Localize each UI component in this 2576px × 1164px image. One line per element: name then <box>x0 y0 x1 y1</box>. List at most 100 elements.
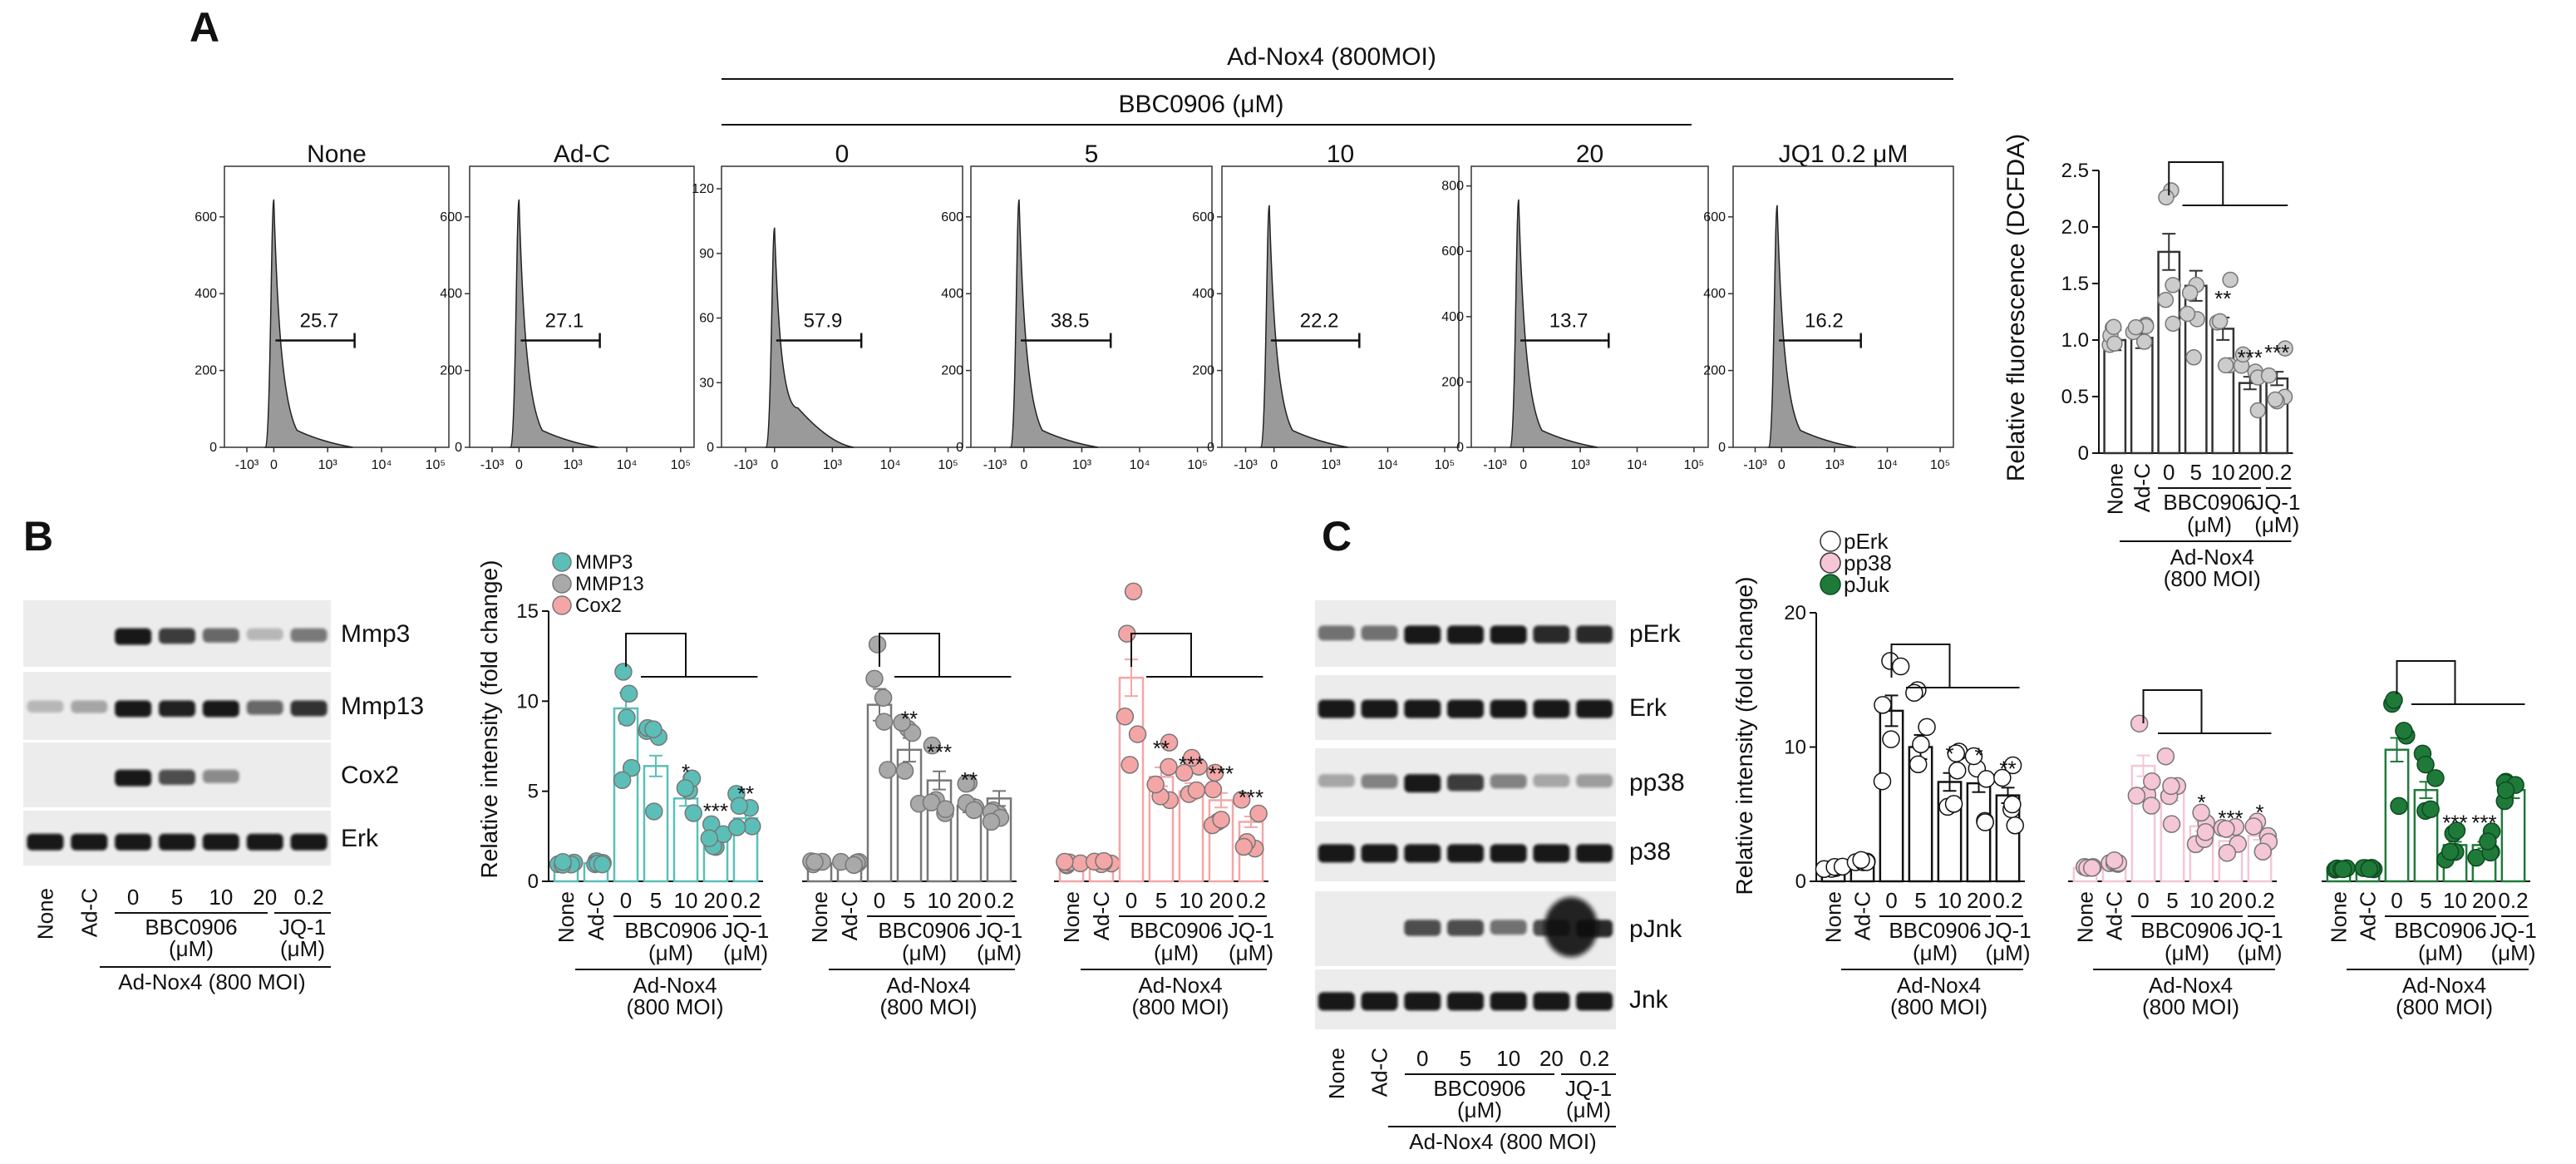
data-point <box>554 852 572 871</box>
blot-band <box>1404 844 1441 863</box>
panel-label-c: C <box>1322 513 1352 560</box>
data-point <box>1964 747 1983 766</box>
x-category-label: None <box>2073 891 2098 943</box>
flow-y-tick-label: 200 <box>941 364 963 378</box>
flow-title: None <box>307 141 367 168</box>
flow-y-tick-label: 200 <box>1192 364 1214 378</box>
blot-band <box>115 700 152 718</box>
legend-marker <box>1820 530 1841 552</box>
bbc-label: BBC0906 <box>2394 918 2486 943</box>
data-point <box>2082 859 2101 877</box>
data-point <box>1095 851 1113 871</box>
flow-x-tick-label: 10⁵ <box>1930 458 1950 472</box>
flow-y-tick-label: 600 <box>941 210 963 224</box>
data-point <box>845 856 863 875</box>
y-tick-label: 0 <box>528 871 539 893</box>
data-point <box>2156 747 2175 766</box>
data-point <box>893 713 911 732</box>
blot-band <box>1361 992 1398 1011</box>
jq-label: JQ-1 <box>1565 1076 1612 1101</box>
x-category-label: 5 <box>1914 888 1926 913</box>
flow-gate-value: 27.1 <box>545 310 584 333</box>
blot-band <box>71 833 108 851</box>
data-point <box>2165 277 2181 293</box>
blot-band <box>1490 774 1527 789</box>
data-point <box>1128 725 1147 743</box>
x-category-label: Ad-C <box>2102 891 2127 940</box>
bar <box>2211 328 2235 455</box>
blot-band <box>1490 625 1527 644</box>
flow-y-tick-label: 30 <box>699 376 714 390</box>
flow-y-tick-label: 600 <box>195 210 217 224</box>
data-point <box>1183 748 1201 767</box>
flow-x-tick-label: 0 <box>270 458 278 472</box>
b-bar-charts: Relative intensity (fold change) MMP3MMP1… <box>476 551 1274 1019</box>
jq-label: JQ-1 <box>1984 918 2031 943</box>
x-category-label: 5 <box>2420 888 2431 913</box>
x-category-label: 10 <box>2189 888 2214 913</box>
data-point <box>2234 346 2252 363</box>
data-point <box>1874 696 1892 714</box>
blot-band <box>1576 774 1613 788</box>
c-series-1: **** *None Ad-C 0 5 10 20 0.2BBC0906(μM)JQ-1(μM… <box>2068 689 2283 1019</box>
flow-y-tick-label: 0 <box>707 441 714 455</box>
flow-x-tick-label: 0 <box>1778 458 1785 472</box>
data-point <box>2249 402 2267 419</box>
blot-band <box>1404 992 1441 1011</box>
data-point <box>957 774 975 793</box>
flow-title: 20 <box>1576 141 1603 168</box>
flow-x-tick-label: -10³ <box>235 458 259 472</box>
data-point <box>2390 797 2408 816</box>
data-point <box>2334 860 2352 879</box>
flow-frame <box>224 165 450 448</box>
flow-histogram: 5 0 200 400 600 -10³ 0 10³ 10⁴ 10⁵ 38.5 <box>941 141 1213 472</box>
flow-x-tick-label: 10⁵ <box>426 458 446 472</box>
bbc-unit: (μM) <box>648 940 693 965</box>
legend-label: pErk <box>1844 529 1889 554</box>
blot-band <box>290 700 328 717</box>
flow-x-tick-label: 10⁴ <box>1877 458 1898 472</box>
x-category-label: Ad-C <box>837 891 862 940</box>
flow-y-tick-label: 0 <box>455 441 462 455</box>
y-tick-label: 2.5 <box>2061 160 2089 182</box>
data-point <box>936 800 955 818</box>
significance-stars: * <box>2197 790 2205 815</box>
x-category-label: 5 <box>2190 460 2202 485</box>
data-point <box>2253 842 2273 861</box>
x-category-label: 0 <box>2137 888 2149 913</box>
jq-unit: (μM) <box>1566 1097 1611 1122</box>
data-point <box>2211 313 2229 330</box>
blot-band <box>1576 625 1613 644</box>
blot-label: Jnk <box>1629 986 1669 1014</box>
blot-band <box>1318 844 1355 863</box>
bbc-label: BBC0906 <box>624 918 717 943</box>
flow-y-tick-label: 200 <box>440 364 462 378</box>
flow-y-tick-label: 600 <box>1192 210 1214 224</box>
data-point <box>743 817 761 836</box>
x-category-label: 10 <box>2443 888 2467 913</box>
data-point <box>874 713 894 731</box>
blot-band <box>1404 920 1441 936</box>
data-point <box>2496 781 2515 800</box>
x-category-label: 10 <box>2211 460 2235 485</box>
bbc-unit: (μM) <box>902 940 947 965</box>
moi-label: (800 MOI) <box>1890 994 1987 1019</box>
data-point <box>2447 821 2466 840</box>
lane-label: Ad-C <box>76 888 101 937</box>
flow-x-tick-label: 0 <box>1270 458 1278 472</box>
flow-y-tick-label: 0 <box>956 441 963 455</box>
x-category-label: 10 <box>674 888 698 913</box>
flow-x-tick-label: 10⁴ <box>1377 458 1398 472</box>
x-category-label: 5 <box>650 888 662 913</box>
x-category-label: 20 <box>2219 888 2243 913</box>
flow-x-tick-label: 10³ <box>564 458 584 472</box>
jq-label: JQ-1 <box>279 915 326 940</box>
comparison-bracket <box>2168 161 2224 205</box>
x-category-label: 0.2 <box>984 888 1014 913</box>
data-point <box>2192 803 2210 822</box>
blot-band <box>1576 699 1613 718</box>
x-category-label: Ad-C <box>2130 463 2155 512</box>
data-point <box>2143 772 2161 791</box>
